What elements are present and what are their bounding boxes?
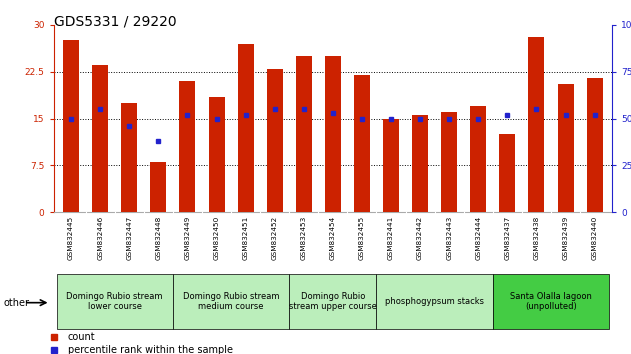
Text: GSM832452: GSM832452 <box>272 216 278 260</box>
Bar <box>412 115 428 212</box>
Bar <box>470 106 487 212</box>
Text: GSM832443: GSM832443 <box>446 216 452 260</box>
Bar <box>267 69 283 212</box>
Bar <box>377 274 493 329</box>
Bar <box>150 162 167 212</box>
Bar <box>57 274 173 329</box>
Text: GSM832441: GSM832441 <box>388 216 394 260</box>
Bar <box>121 103 138 212</box>
Text: GSM832440: GSM832440 <box>592 216 598 260</box>
Text: GSM832439: GSM832439 <box>562 216 569 260</box>
Text: phosphogypsum stacks: phosphogypsum stacks <box>385 297 484 306</box>
Bar <box>173 274 289 329</box>
Bar <box>441 112 457 212</box>
Text: GSM832455: GSM832455 <box>359 216 365 260</box>
Bar <box>383 119 399 212</box>
Text: GSM832453: GSM832453 <box>301 216 307 260</box>
Bar <box>63 40 79 212</box>
Text: percentile rank within the sample: percentile rank within the sample <box>68 345 233 354</box>
Text: other: other <box>3 298 29 308</box>
Bar <box>499 134 516 212</box>
Text: GSM832450: GSM832450 <box>213 216 220 260</box>
Text: GSM832448: GSM832448 <box>155 216 162 260</box>
Bar <box>208 97 225 212</box>
Text: Santa Olalla lagoon
(unpolluted): Santa Olalla lagoon (unpolluted) <box>510 292 592 312</box>
Text: GSM832438: GSM832438 <box>533 216 540 260</box>
Text: GSM832447: GSM832447 <box>126 216 133 260</box>
Text: GSM832445: GSM832445 <box>68 216 74 260</box>
Bar <box>296 56 312 212</box>
Text: GSM832451: GSM832451 <box>242 216 249 260</box>
Bar <box>528 37 545 212</box>
Text: Domingo Rubio
stream upper course: Domingo Rubio stream upper course <box>289 292 377 312</box>
Text: GSM832437: GSM832437 <box>504 216 510 260</box>
Bar <box>179 81 196 212</box>
Text: GSM832446: GSM832446 <box>97 216 103 260</box>
Bar <box>587 78 603 212</box>
Bar <box>289 274 377 329</box>
Bar <box>558 84 574 212</box>
Bar <box>92 65 108 212</box>
Text: Domingo Rubio stream
medium course: Domingo Rubio stream medium course <box>183 292 280 312</box>
Text: GDS5331 / 29220: GDS5331 / 29220 <box>54 14 176 28</box>
Text: GSM832444: GSM832444 <box>475 216 481 260</box>
Text: GSM832449: GSM832449 <box>184 216 191 260</box>
Bar <box>238 44 254 212</box>
Bar <box>493 274 609 329</box>
Text: GSM832454: GSM832454 <box>330 216 336 260</box>
Text: Domingo Rubio stream
lower course: Domingo Rubio stream lower course <box>66 292 163 312</box>
Bar <box>354 75 370 212</box>
Text: GSM832442: GSM832442 <box>417 216 423 260</box>
Text: count: count <box>68 332 95 342</box>
Bar <box>325 56 341 212</box>
